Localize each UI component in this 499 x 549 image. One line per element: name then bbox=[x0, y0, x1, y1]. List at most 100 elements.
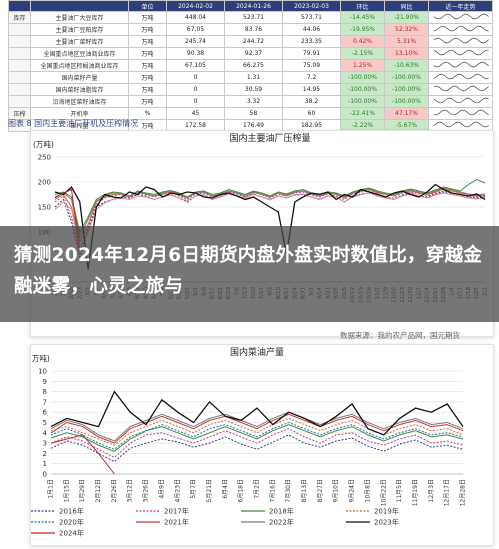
table-row: 库存 主要油厂大豆库存 万吨 448.04 523.71 573.71 -14.45% -21… bbox=[8, 11, 493, 25]
table-cell-unit: 万吨 bbox=[128, 23, 167, 37]
y-tick-label: 7 bbox=[43, 398, 47, 406]
table-cell-v2: 83.76 bbox=[224, 23, 283, 37]
legend-label: 2020年 bbox=[59, 518, 84, 527]
table-header-cell: 2023-02-03 bbox=[282, 0, 341, 13]
y-tick-label: 4 bbox=[43, 429, 48, 437]
rapeseed-oil-output-chart: 国内菜油产量 (万吨) 0 1 2 3 4 5 6 7 8 9 10 1月1日 1月15日 1月29日 2月12… bbox=[29, 346, 467, 538]
series-line bbox=[50, 417, 464, 446]
x-tick-label: 8月13日 bbox=[301, 479, 308, 502]
sparkline-cell bbox=[428, 95, 493, 109]
legend-label: 2021年 bbox=[164, 518, 189, 527]
table-cell-cat bbox=[8, 71, 31, 85]
sparkline-cell bbox=[428, 23, 493, 37]
series-line bbox=[50, 413, 464, 444]
sparkline bbox=[433, 26, 489, 32]
y-tick-label: 0 bbox=[43, 471, 47, 479]
x-tick-label: 12月3日 bbox=[428, 479, 435, 502]
chart-title: 国内菜油产量 bbox=[230, 346, 284, 358]
table-cell-hb: -19.95% bbox=[340, 23, 385, 37]
legend-label: 2023年 bbox=[374, 518, 399, 527]
table-cell-v3: 573.71 bbox=[282, 11, 341, 25]
table-cell-unit: 万吨 bbox=[128, 11, 167, 25]
sparkline-cell bbox=[428, 35, 493, 49]
x-tick-label: 9月24日 bbox=[349, 479, 356, 502]
table-cell-v1: 0 bbox=[166, 83, 225, 97]
sparkline-cell bbox=[428, 107, 493, 121]
table-cell-hb: 0.42% bbox=[340, 35, 385, 49]
table-cell-hb: -100.00% bbox=[340, 71, 385, 85]
sparkline-cell bbox=[428, 59, 493, 73]
table-cell-v3: 14.95 bbox=[282, 83, 341, 97]
table-cell-hb: -100.00% bbox=[340, 95, 385, 109]
table-cell-name: 国内菜籽产量 bbox=[30, 71, 129, 85]
table-header-cell bbox=[8, 0, 31, 13]
x-tick-label: 11月5日 bbox=[396, 479, 403, 502]
x-tick-label: 5月21日 bbox=[206, 479, 213, 502]
table-cell-v2: 30.59 bbox=[224, 83, 283, 97]
y-axis-label: (万吨) bbox=[31, 353, 50, 363]
sparkline-cell bbox=[428, 11, 493, 25]
y-tick-label: 8 bbox=[43, 388, 47, 396]
table-header-cell: 同比 bbox=[384, 0, 429, 13]
series-line bbox=[50, 424, 464, 452]
y-tick-label: 1 bbox=[43, 460, 47, 468]
table-cell-hb: -14.45% bbox=[340, 11, 385, 25]
x-tick-label: 12月28日 bbox=[460, 479, 467, 506]
table-header-row: 单位 2024-02-02 2024-01-26 2023-02-03 环比 同比 近一年走… bbox=[8, 0, 493, 13]
table-cell-v3: 44.06 bbox=[282, 23, 341, 37]
sparkline bbox=[433, 62, 489, 68]
sparkline-cell bbox=[428, 71, 493, 85]
sparkline-line bbox=[433, 122, 489, 128]
y-tick-label: 2 bbox=[43, 450, 47, 458]
x-tick-label: 1月15日 bbox=[63, 479, 70, 502]
x-tick-label: 12月17日 bbox=[444, 479, 451, 506]
x-tick-label: 11月19日 bbox=[412, 479, 419, 506]
table-header-cell: 单位 bbox=[128, 0, 167, 13]
table-header-cell: 近一年走势 bbox=[428, 0, 493, 13]
table-header-cell: 2024-01-26 bbox=[224, 0, 283, 13]
table-cell-cat bbox=[8, 83, 31, 97]
legend-label: 2019年 bbox=[374, 507, 399, 516]
x-tick-label: 4月23日 bbox=[174, 479, 181, 502]
series-line bbox=[50, 434, 464, 463]
table-cell-v3: 79.91 bbox=[282, 47, 341, 61]
table-cell-tb: 5.31% bbox=[384, 35, 429, 49]
series-line bbox=[50, 434, 115, 475]
table-row: 国内菜籽油脂库存 万吨 0 30.59 14.95 -100.00% -100.00% bbox=[8, 83, 493, 97]
table-cell-v2: 3.32 bbox=[224, 95, 283, 109]
table-cell-unit: 万吨 bbox=[128, 59, 167, 73]
series-line bbox=[50, 421, 464, 450]
table-cell-tb: 47.17% bbox=[384, 107, 429, 121]
y-axis-label: (万吨) bbox=[33, 139, 54, 149]
sparkline-line bbox=[433, 26, 489, 32]
table-row: 国内菜籽产量 万吨 0 1.31 7.2 -100.00% -100.00% bbox=[8, 71, 493, 85]
stats-table: 单位 2024-02-02 2024-01-26 2023-02-03 环比 同比 近一年走… bbox=[8, 0, 493, 133]
legend-label: 2017年 bbox=[164, 507, 189, 516]
table-cell-v2: 58 bbox=[224, 107, 283, 121]
x-tick-label: 2月12日 bbox=[95, 479, 102, 502]
y-tick-label: 9 bbox=[43, 378, 47, 386]
sparkline-line bbox=[433, 74, 489, 80]
table-cell-name: 沿海地区菜籽油库存 bbox=[30, 95, 129, 109]
sparkline bbox=[433, 14, 489, 20]
table-row: 全国重点地区棕榈油商业库存 万吨 67.105 66.275 75.09 1.25% -10… bbox=[8, 59, 493, 73]
table-cell-v3: 233.35 bbox=[282, 35, 341, 49]
table-cell-v1: 67.05 bbox=[166, 23, 225, 37]
table-cell-unit: 万吨 bbox=[128, 95, 167, 109]
table-cell-hb: -22.41% bbox=[340, 107, 385, 121]
table-cell-name: 全国重点地区豆油商业库存 bbox=[30, 47, 129, 61]
x-tick-label: 9月10日 bbox=[333, 479, 340, 502]
table-cell-name: 主要油厂豆粕库存 bbox=[30, 23, 129, 37]
table-cell-v2: 1.31 bbox=[224, 71, 283, 85]
table-cell-tb: -100.00% bbox=[384, 83, 429, 97]
legend-label: 2018年 bbox=[269, 507, 294, 516]
x-tick-label: 10月8日 bbox=[364, 479, 371, 502]
chart-panel-rapeseed-oil: 国内菜油产量 (万吨) 0 1 2 3 4 5 6 7 8 9 10 1月1日 1月15日 1月29日 2月12… bbox=[29, 344, 494, 546]
table-cell-name: 全国重点地区棕榈油商业库存 bbox=[30, 59, 129, 73]
table-row: 主要油厂菜籽库存 万吨 245.74 244.72 233.35 0.42% 5.31% bbox=[8, 35, 493, 49]
table-cell-v3: 38.2 bbox=[282, 95, 341, 109]
table-cell-tb: 13.10% bbox=[384, 47, 429, 61]
table-cell-hb: -2.15% bbox=[340, 47, 385, 61]
x-tick-label: 5月7日 bbox=[190, 479, 197, 499]
table-cell-name: 国内菜籽油脂库存 bbox=[30, 83, 129, 97]
